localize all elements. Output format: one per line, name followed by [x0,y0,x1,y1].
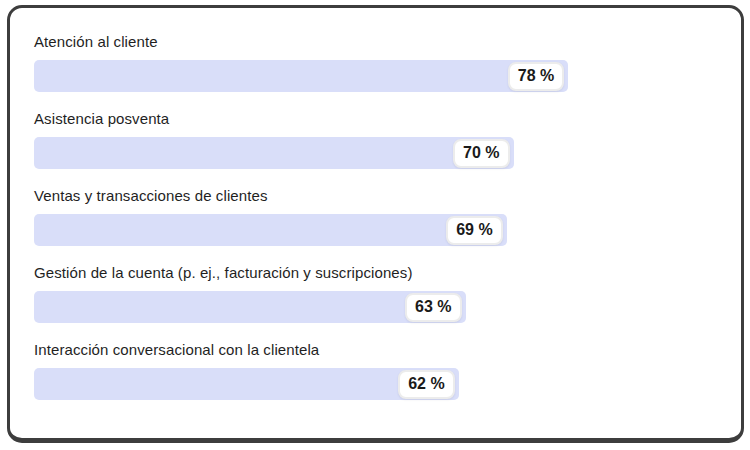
value-badge: 69 % [446,216,502,245]
category-label: Asistencia posventa [34,110,719,127]
bar[interactable]: 78 % [34,60,568,92]
value-badge: 78 % [508,62,564,91]
bar-track: 70 % [34,137,719,169]
bar-track: 62 % [34,368,719,400]
bar-row: Atención al cliente 78 % [34,33,719,92]
chart-card: Atención al cliente 78 % Asistencia posv… [7,5,744,443]
bar-row: Asistencia posventa 70 % [34,110,719,169]
category-label: Atención al cliente [34,33,719,50]
horizontal-bar-chart: Atención al cliente 78 % Asistencia posv… [34,33,719,400]
value-badge: 70 % [453,139,509,168]
category-label: Gestión de la cuenta (p. ej., facturació… [34,264,719,281]
bar-track: 78 % [34,60,719,92]
bar[interactable]: 62 % [34,368,459,400]
bar[interactable]: 70 % [34,137,514,169]
bar-track: 63 % [34,291,719,323]
category-label: Interacción conversacional con la client… [34,341,719,358]
value-badge: 63 % [405,293,461,322]
bar-row: Ventas y transacciones de clientes 69 % [34,187,719,246]
bar[interactable]: 69 % [34,214,507,246]
bar-track: 69 % [34,214,719,246]
category-label: Ventas y transacciones de clientes [34,187,719,204]
bar-row: Interacción conversacional con la client… [34,341,719,400]
bar-row: Gestión de la cuenta (p. ej., facturació… [34,264,719,323]
value-badge: 62 % [398,370,454,399]
bar[interactable]: 63 % [34,291,466,323]
